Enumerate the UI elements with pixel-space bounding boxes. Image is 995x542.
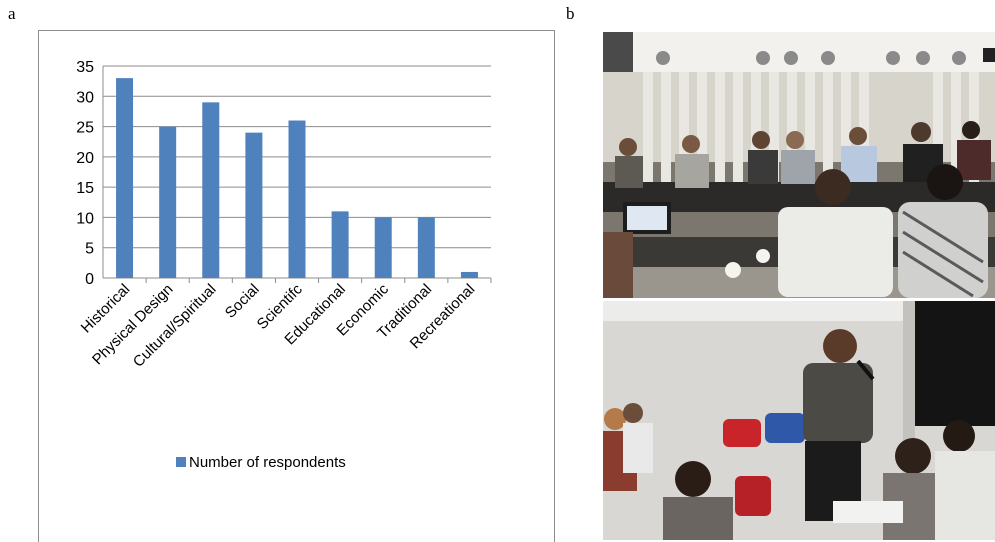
y-tick-label: 35 <box>76 59 94 76</box>
y-tick-label: 15 <box>76 180 94 197</box>
bar <box>245 132 263 278</box>
y-tick-label: 30 <box>76 89 94 106</box>
panel-label-b: b <box>566 4 575 23</box>
y-tick-label: 0 <box>85 271 94 288</box>
y-tick-label: 20 <box>76 150 94 167</box>
chart-legend: Number of respondents <box>176 454 346 471</box>
bar <box>159 126 177 278</box>
bar <box>417 217 435 278</box>
legend-label: Number of respondents <box>189 454 346 471</box>
chart-area <box>38 30 555 542</box>
x-tick-label: Social <box>222 281 263 322</box>
legend-swatch <box>176 457 186 467</box>
bar <box>374 217 392 278</box>
y-tick-label: 10 <box>76 210 94 227</box>
y-tick-label: 25 <box>76 120 94 137</box>
bar <box>460 271 478 278</box>
speaker-photo <box>603 301 995 540</box>
bar <box>202 102 220 278</box>
panel-label-a: a <box>8 4 16 23</box>
bar <box>288 120 306 278</box>
y-tick-label: 5 <box>85 241 94 258</box>
meeting-photo <box>603 32 995 298</box>
bar <box>116 78 134 278</box>
bar <box>331 211 349 278</box>
